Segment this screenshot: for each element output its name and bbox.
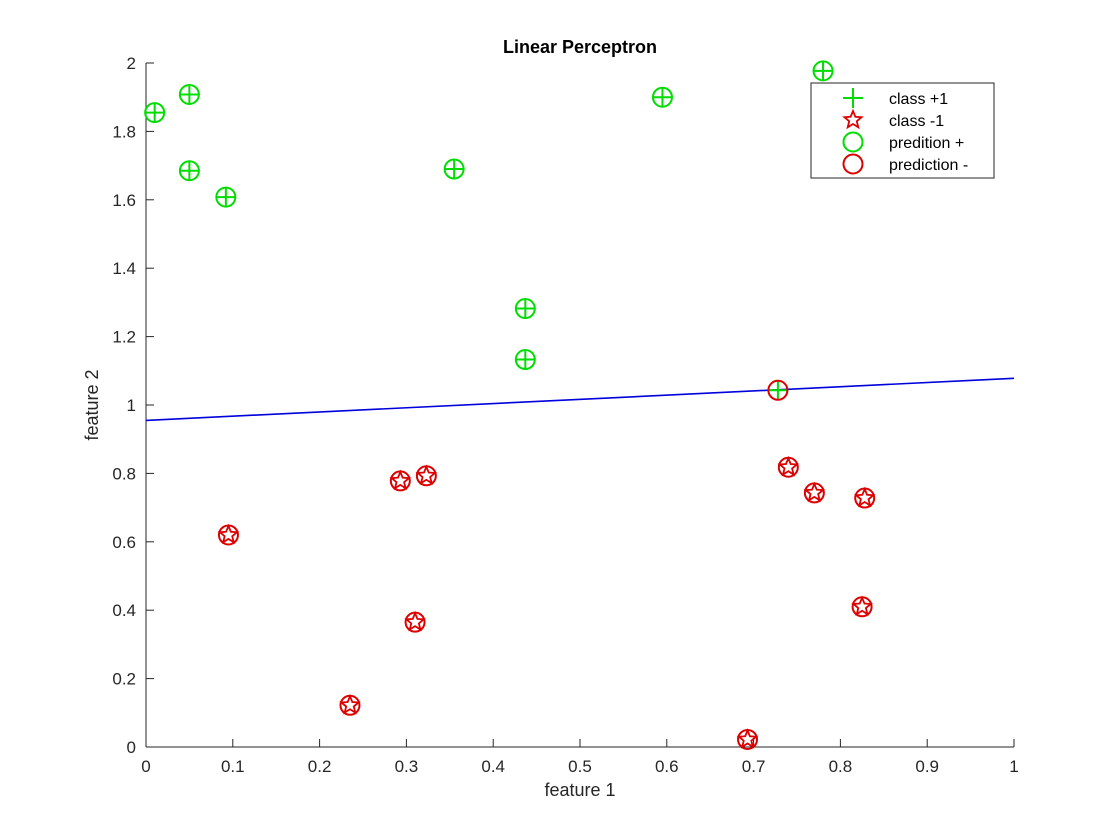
class-1-point	[652, 87, 673, 108]
x-tick-label: 1	[1009, 757, 1018, 776]
class-1-point	[813, 60, 834, 81]
predition-point	[812, 60, 834, 82]
prediction-point	[803, 482, 825, 504]
legend-label: predition +	[889, 135, 964, 152]
class-1-point	[515, 349, 536, 370]
prediction-point	[404, 611, 426, 633]
legend-box	[810, 82, 995, 179]
legend-label: prediction -	[889, 157, 968, 174]
y-tick-label: 2	[127, 54, 136, 73]
y-tick-label: 1.8	[112, 122, 136, 141]
y-tick-label: 0.6	[112, 533, 136, 552]
markers	[144, 60, 876, 750]
class-1-legend-marker	[842, 108, 864, 130]
class-1-point	[404, 610, 426, 632]
predition-point	[215, 186, 237, 208]
class-1-legend-marker	[843, 88, 863, 108]
predition-point	[178, 83, 200, 105]
y-tick-label: 0.4	[112, 601, 136, 620]
prediction-point	[415, 465, 437, 487]
predition-point	[651, 86, 673, 108]
class-1-point	[767, 380, 788, 401]
x-tick-label: 0.8	[829, 757, 853, 776]
x-tick-label: 0	[141, 757, 150, 776]
y-tick-label: 0	[127, 738, 136, 757]
decision-boundary	[145, 377, 1015, 422]
y-ticks: 0 0.2 0.4 0.6 0.8 1 1.2 1.4 1.6 1.8 2	[112, 54, 154, 757]
prediction-point	[389, 470, 411, 492]
x-tick-label: 0.7	[742, 757, 766, 776]
chart-title: Linear Perceptron	[503, 37, 657, 57]
y-tick-label: 0.8	[112, 464, 136, 483]
prediction-point	[217, 524, 239, 546]
class-1-point	[389, 469, 412, 491]
predition-legend-marker	[842, 131, 864, 153]
prediction-point	[737, 728, 759, 750]
x-tick-label: 0.3	[395, 757, 419, 776]
class-1-point	[144, 102, 165, 123]
class-1-point	[339, 693, 361, 715]
predition-point	[514, 349, 536, 371]
x-ticks: 0 0.1 0.2 0.3 0.4 0.5 0.6 0.7 0.8 0.9 1	[141, 739, 1019, 776]
y-tick-label: 1.2	[112, 328, 136, 347]
class-1-point	[217, 523, 240, 545]
predition-point	[144, 102, 166, 124]
y-tick-label: 1	[127, 396, 136, 415]
x-axis-label: feature 1	[544, 780, 615, 800]
class-1-point	[515, 298, 536, 319]
prediction-point	[339, 694, 361, 716]
decision-boundary-line	[145, 377, 1015, 422]
y-tick-label: 0.2	[112, 670, 136, 689]
legend-label: class -1	[889, 113, 944, 130]
prediction-point	[767, 379, 789, 401]
predition-point	[443, 158, 465, 180]
class-1-point	[415, 464, 438, 486]
prediction-legend-marker	[842, 153, 864, 175]
prediction-point	[854, 487, 876, 509]
class-1-point	[803, 481, 826, 503]
class-1-point	[179, 160, 200, 181]
x-tick-label: 0.9	[915, 757, 939, 776]
class-1-point	[736, 728, 759, 749]
class-1-point	[215, 187, 236, 208]
class-1-point	[444, 159, 465, 180]
class-1-point	[777, 455, 800, 477]
x-tick-label: 0.5	[568, 757, 592, 776]
x-tick-label: 0.2	[308, 757, 332, 776]
class-1-point	[851, 595, 873, 616]
legend: class +1 class -1 predition + prediction -	[810, 82, 995, 179]
legend-label: class +1	[889, 91, 948, 108]
x-tick-label: 0.1	[221, 757, 245, 776]
predition-point	[514, 298, 536, 320]
x-tick-label: 0.4	[481, 757, 505, 776]
prediction-point	[777, 456, 799, 478]
y-axis-label: feature 2	[82, 369, 102, 440]
y-tick-label: 1.6	[112, 191, 136, 210]
class-1-point	[853, 486, 876, 508]
y-tick-label: 1.4	[112, 259, 136, 278]
prediction-point	[851, 596, 873, 618]
x-tick-label: 0.6	[655, 757, 679, 776]
predition-point	[178, 160, 200, 182]
class-1-point	[179, 84, 200, 105]
